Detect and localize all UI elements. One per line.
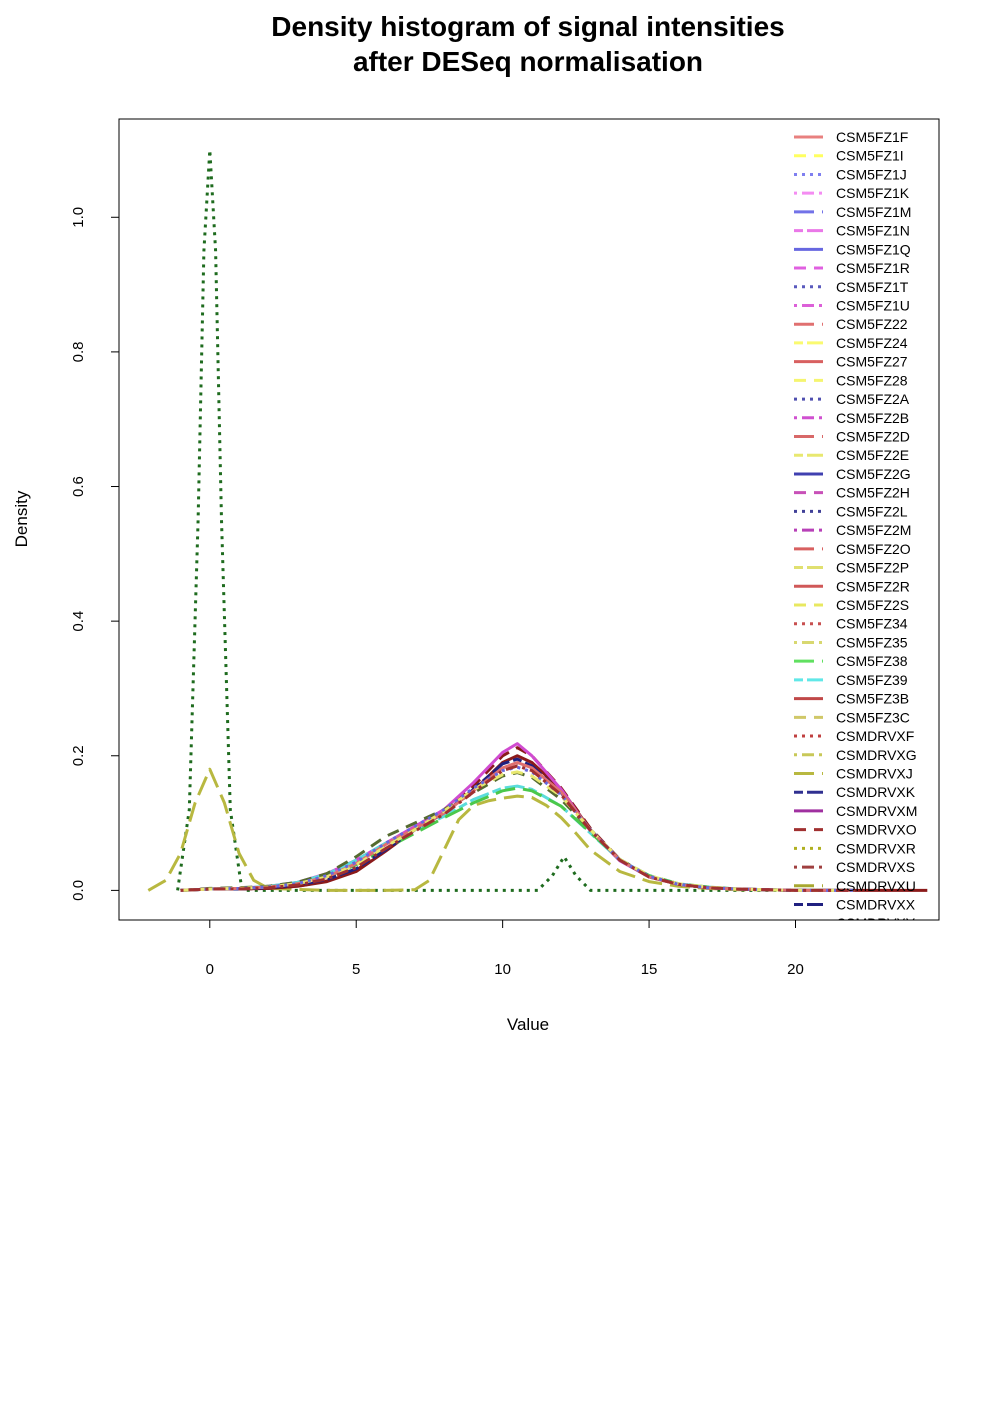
legend-label: CSM5FZ2O (836, 541, 911, 557)
legend-label: CSM5FZ2B (836, 410, 909, 426)
legend-label: CSM5FZ1N (836, 223, 910, 239)
density-series-line (180, 770, 855, 892)
legend-label: CSM5FZ1T (836, 279, 909, 295)
legend-label: CSM5FZ24 (836, 335, 908, 351)
legend-label: CSM5FZ2M (836, 522, 911, 538)
x-tick-label: 10 (494, 961, 511, 978)
legend-label: CSM5FZ1K (836, 185, 910, 201)
legend-label: CSM5FZ2S (836, 597, 909, 613)
legend-label: CSMDRVXJ (836, 765, 913, 781)
density-series-line (180, 754, 928, 892)
legend-label: CSM5FZ2R (836, 578, 910, 594)
legend-label: CSM5FZ3C (836, 709, 910, 725)
legend-label: CSM5FZ1J (836, 166, 907, 182)
legend-label: CSM5FZ3B (836, 691, 909, 707)
legend-label: CSMDRVXG (836, 747, 917, 763)
y-axis-label: Density (12, 490, 31, 547)
legend-label: CSMDRVXM (836, 803, 917, 819)
legend-label: CSM5FZ2G (836, 466, 911, 482)
chart-title-line-2: after DESeq normalisation (353, 46, 703, 77)
density-series-line (180, 786, 855, 892)
x-axis-label: Value (507, 1015, 549, 1034)
y-tick-label: 0.6 (70, 476, 87, 497)
legend-label: CSMDRVXX (836, 897, 916, 913)
y-axis: 0.0 0.2 0.4 0.6 0.8 1.0 (70, 207, 120, 901)
legend-label: CSM5FZ2P (836, 560, 909, 576)
legend-label: CSM5FZ28 (836, 372, 908, 388)
legend-label: CSM5FZ2A (836, 391, 910, 407)
chart-title-line-1: Density histogram of signal intensities (271, 11, 784, 42)
legend-label: CSMDRVXO (836, 822, 917, 838)
plot-frame (118, 118, 940, 921)
y-tick-label: 0.8 (70, 341, 87, 362)
density-series-line (180, 765, 855, 892)
legend-label: CSMDRVXU (836, 878, 916, 894)
legend-label: CSMDRVXY (836, 915, 916, 931)
legend-label: CSM5FZ1R (836, 260, 910, 276)
density-series-line (180, 757, 855, 892)
legend-label: CSM5FZ2D (836, 429, 910, 445)
legend-label: CSM5FZ1M (836, 204, 911, 220)
legend-label: CSM5FZ27 (836, 354, 908, 370)
legend-label: CSM5FZ1I (836, 148, 904, 164)
legend-label: CSM5FZ2L (836, 503, 908, 519)
density-series-line (180, 784, 855, 892)
legend-label: CSM5FZ35 (836, 634, 908, 650)
x-axis: 0 5 10 15 20 (206, 919, 804, 978)
density-series-line (180, 764, 855, 892)
legend-label: CSM5FZ22 (836, 316, 908, 332)
legend-label: CSM5FZ38 (836, 653, 908, 669)
density-series-line (180, 746, 855, 892)
legend: CSM5FZ1F CSM5FZ1I CSM5FZ1J CSM5FZ1K CSM5FZ1M… (794, 129, 917, 931)
series-layer (147, 148, 928, 892)
legend-label: CSM5FZ2E (836, 447, 909, 463)
density-series-line (180, 771, 855, 892)
x-tick-label: 5 (352, 961, 360, 978)
legend-label: CSM5FZ1Q (836, 241, 911, 257)
legend-label: CSMDRVXR (836, 840, 916, 856)
legend-label: CSMDRVXK (836, 784, 916, 800)
legend-label: CSM5FZ34 (836, 616, 908, 632)
y-tick-label: 0.4 (70, 611, 87, 632)
y-tick-label: 0.0 (70, 880, 87, 901)
y-tick-label: 1.0 (70, 207, 87, 228)
legend-label: CSMDRVXF (836, 728, 914, 744)
legend-label: CSM5FZ1U (836, 297, 910, 313)
density-series-line (180, 761, 855, 892)
legend-label: CSMDRVXS (836, 859, 915, 875)
x-tick-label: 20 (787, 961, 804, 978)
legend-label: CSM5FZ2H (836, 485, 910, 501)
legend-label: CSM5FZ39 (836, 672, 908, 688)
y-tick-label: 0.2 (70, 745, 87, 766)
x-tick-label: 0 (206, 961, 214, 978)
legend-label: CSM5FZ1F (836, 129, 908, 145)
density-series-line (147, 767, 855, 892)
x-tick-label: 15 (641, 961, 658, 978)
